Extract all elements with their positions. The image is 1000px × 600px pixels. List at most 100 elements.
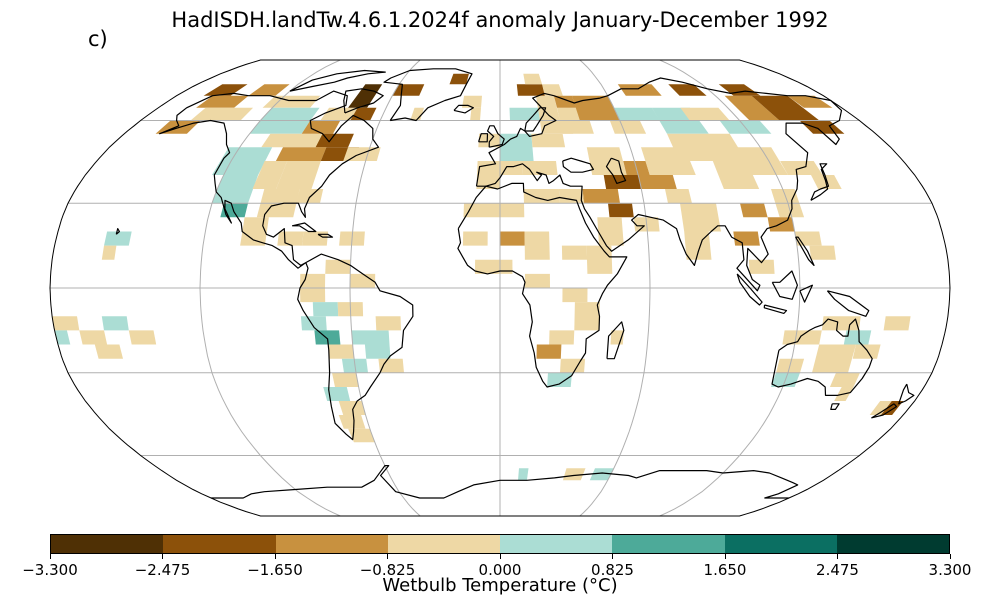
anomaly-cell bbox=[54, 330, 71, 345]
anomaly-cell bbox=[617, 84, 662, 96]
anomaly-cell bbox=[614, 107, 660, 121]
anomaly-cell bbox=[300, 288, 326, 303]
coastline bbox=[795, 236, 815, 266]
anomaly-cell bbox=[328, 344, 355, 359]
coastline bbox=[898, 383, 915, 405]
anomaly-cell bbox=[536, 344, 562, 359]
anomaly-cell bbox=[638, 175, 677, 189]
anomaly-cell bbox=[300, 316, 327, 331]
anomaly-cell bbox=[597, 217, 624, 246]
anomaly-cell bbox=[724, 95, 780, 121]
anomaly-cell bbox=[733, 231, 760, 246]
anomaly-cell bbox=[883, 316, 911, 331]
colorbar-segment bbox=[51, 535, 164, 553]
colorbar-segment bbox=[612, 535, 725, 553]
colorbar bbox=[50, 534, 950, 554]
colorbar-tick-label: 0.000 bbox=[478, 561, 522, 579]
anomaly-cell bbox=[500, 231, 525, 246]
anomaly-cell bbox=[751, 95, 820, 121]
anomaly-cell bbox=[462, 231, 488, 246]
anomaly-cell bbox=[262, 95, 321, 108]
anomaly-cell bbox=[240, 217, 269, 246]
anomaly-cell bbox=[462, 95, 482, 108]
anomaly-cell bbox=[740, 203, 768, 218]
anomaly-cell bbox=[338, 415, 366, 429]
anomaly-cell bbox=[375, 316, 401, 331]
anomaly-cell bbox=[562, 468, 586, 481]
anomaly-cell bbox=[302, 231, 329, 246]
coastline bbox=[291, 222, 317, 233]
anomaly-cell bbox=[516, 84, 545, 96]
anomaly-cell bbox=[276, 161, 321, 189]
anomaly-cell bbox=[586, 245, 613, 274]
coastline bbox=[871, 403, 898, 419]
anomaly-cell bbox=[782, 330, 822, 345]
colorbar-label: Wetbulb Temperature (°C) bbox=[382, 575, 618, 596]
coastline bbox=[799, 284, 813, 303]
panel-label: c) bbox=[88, 27, 108, 51]
coastline bbox=[211, 465, 799, 499]
anomaly-cell bbox=[718, 84, 761, 96]
coastline bbox=[453, 104, 474, 114]
anomaly-cell bbox=[248, 84, 290, 96]
coastline bbox=[771, 270, 798, 300]
anomaly-cell bbox=[609, 120, 647, 134]
anomaly-cell bbox=[312, 302, 339, 317]
coastline bbox=[159, 90, 380, 269]
anomaly-cell bbox=[478, 133, 500, 148]
coastline bbox=[810, 163, 830, 201]
anomaly-cell bbox=[558, 189, 584, 204]
anomaly-cell bbox=[582, 189, 620, 204]
anomaly-cell bbox=[378, 358, 404, 373]
colorbar-tick-mark bbox=[162, 554, 163, 559]
coastline bbox=[562, 157, 594, 173]
anomaly-cell bbox=[325, 259, 351, 274]
anomaly-cell bbox=[104, 231, 132, 246]
anomaly-cell bbox=[843, 330, 872, 345]
graticule bbox=[50, 60, 950, 516]
coastline bbox=[605, 157, 627, 184]
anomaly-cell bbox=[809, 245, 836, 260]
anomaly-cell bbox=[463, 203, 500, 218]
anomaly-cell bbox=[323, 387, 351, 401]
anomaly-cell bbox=[351, 330, 390, 345]
colorbar-tick-mark bbox=[949, 554, 951, 559]
anomaly-cell bbox=[249, 120, 311, 134]
anomaly-cell bbox=[524, 231, 550, 260]
anomaly-cell bbox=[509, 107, 540, 121]
map-boundary bbox=[49, 59, 951, 517]
anomaly-cell bbox=[553, 95, 576, 108]
colorbar-tick-mark bbox=[49, 554, 51, 559]
anomaly-cell bbox=[338, 401, 366, 415]
map-title: HadISDH.landTw.4.6.1.2024f anomaly Janua… bbox=[171, 8, 829, 32]
anomaly-cell bbox=[260, 107, 320, 121]
anomaly-cell bbox=[518, 468, 529, 481]
anomaly-cell bbox=[608, 203, 634, 218]
colorbar-tick-mark bbox=[724, 554, 726, 559]
anomaly-cell bbox=[252, 161, 288, 189]
anomaly-cell bbox=[212, 175, 259, 204]
anomaly-cell bbox=[523, 189, 560, 204]
anomaly-cell bbox=[275, 147, 327, 161]
graticule-meridian bbox=[349, 60, 421, 516]
colorbar-tick-label: 0.825 bbox=[591, 561, 634, 579]
colorbar-tick-mark bbox=[499, 554, 501, 559]
graticule-meridian bbox=[659, 60, 801, 516]
anomaly-cell bbox=[470, 107, 481, 121]
coastline bbox=[771, 318, 873, 396]
anomaly-cell bbox=[476, 161, 500, 189]
anomaly-cell bbox=[525, 273, 550, 288]
anomaly-cell bbox=[869, 401, 892, 415]
anomaly-cell bbox=[190, 107, 254, 121]
anomaly-cell bbox=[571, 95, 620, 121]
anomaly-cell bbox=[500, 133, 534, 161]
colorbar-tick-label: −1.650 bbox=[247, 561, 303, 579]
anomaly-cell bbox=[203, 84, 248, 96]
anomaly-cell bbox=[449, 73, 469, 85]
coastline bbox=[736, 273, 763, 306]
anomaly-cell bbox=[852, 344, 881, 359]
graticule-meridian bbox=[199, 60, 341, 516]
anomaly-cell bbox=[680, 107, 730, 121]
anomaly-cell bbox=[332, 372, 359, 387]
coastline bbox=[475, 77, 843, 292]
